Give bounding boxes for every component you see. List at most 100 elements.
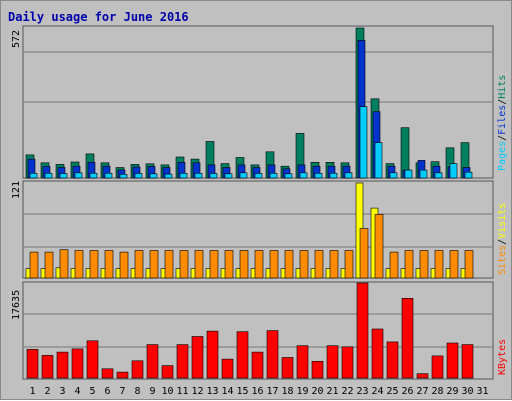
- bar-pages: [464, 171, 473, 179]
- bar-pages: [119, 174, 128, 179]
- bar-pages: [209, 173, 218, 179]
- bar-pages: [449, 163, 458, 179]
- bar-kbytes: [146, 344, 159, 379]
- bar-kbytes: [101, 368, 114, 379]
- bar-sites: [284, 250, 294, 279]
- bar-pages: [314, 173, 323, 179]
- x-tick-label: 31: [476, 386, 488, 397]
- bar-kbytes: [401, 297, 414, 379]
- bar-pages: [149, 173, 158, 179]
- y-max-label-visits: 121: [11, 181, 22, 199]
- x-tick-label: 27: [416, 386, 428, 397]
- bar-sites: [449, 250, 459, 279]
- bar-sites: [209, 250, 219, 279]
- bar-sites: [419, 250, 429, 279]
- bar-kbytes: [341, 346, 354, 379]
- x-tick-label: 14: [221, 386, 233, 397]
- panel-kbytes: 17635: [11, 281, 494, 380]
- legend-pages: Pages: [497, 141, 508, 171]
- bar-sites: [269, 250, 279, 279]
- x-tick-label: 10: [161, 386, 173, 397]
- x-tick-label: 25: [386, 386, 398, 397]
- bar-sites: [44, 251, 54, 279]
- bar-sites: [164, 250, 174, 279]
- bar-pages: [164, 173, 173, 179]
- panel-visits: 121: [11, 180, 494, 279]
- bar-pages: [434, 172, 443, 179]
- x-tick-label: 24: [371, 386, 383, 397]
- bar-pages: [389, 172, 398, 179]
- bar-sites: [89, 250, 99, 279]
- x-tick-label: 12: [191, 386, 203, 397]
- bar-kbytes: [116, 371, 129, 379]
- x-tick-label: 29: [446, 386, 458, 397]
- bar-pages: [89, 173, 98, 179]
- x-tick-label: 26: [401, 386, 413, 397]
- bar-kbytes: [356, 282, 369, 379]
- bar-kbytes: [296, 345, 309, 379]
- panel-hits: 572: [11, 25, 494, 179]
- x-tick-label: 21: [326, 386, 338, 397]
- bar-pages: [419, 169, 428, 179]
- bar-kbytes: [26, 349, 39, 379]
- x-tick-label: 18: [281, 386, 293, 397]
- bar-sites: [299, 250, 309, 279]
- x-tick-label: 9: [149, 386, 155, 397]
- legend-hits: Hits: [497, 75, 508, 99]
- x-tick-label: 17: [266, 386, 278, 397]
- x-tick-label: 23: [356, 386, 368, 397]
- bar-pages: [179, 173, 188, 179]
- bar-pages: [344, 172, 353, 179]
- x-tick-label: 4: [74, 386, 80, 397]
- legend-files: Files: [497, 105, 508, 135]
- x-tick-label: 6: [104, 386, 110, 397]
- x-tick-label: 2: [44, 386, 50, 397]
- bar-pages: [299, 172, 308, 179]
- bar-pages: [29, 173, 38, 179]
- bar-sites: [119, 251, 129, 279]
- bar-pages: [194, 173, 203, 179]
- x-tick-label: 13: [206, 386, 218, 397]
- x-tick-label: 8: [134, 386, 140, 397]
- bar-sites: [179, 250, 189, 279]
- bar-kbytes: [416, 373, 429, 379]
- bar-pages: [284, 173, 293, 179]
- bar-pages: [134, 173, 143, 179]
- legend-visits: Visits: [497, 203, 508, 239]
- bar-sites: [464, 250, 474, 279]
- bar-pages: [254, 173, 263, 179]
- bar-kbytes: [161, 365, 174, 379]
- bar-kbytes: [221, 358, 234, 379]
- legend-sep: /: [497, 239, 508, 245]
- legend-kbytes: KBytes: [497, 339, 508, 375]
- bar-sites: [59, 249, 69, 279]
- bar-sites: [389, 251, 399, 279]
- x-tick-label: 22: [341, 386, 353, 397]
- bar-sites: [134, 250, 144, 279]
- bar-kbytes: [386, 341, 399, 379]
- x-tick-label: 3: [59, 386, 65, 397]
- bar-kbytes: [86, 340, 99, 379]
- bar-kbytes: [251, 351, 264, 379]
- bar-kbytes: [461, 344, 474, 379]
- bar-sites: [29, 251, 39, 279]
- bar-sites: [254, 250, 264, 279]
- legend-sep: /: [497, 99, 508, 105]
- bars-visits: [25, 182, 474, 279]
- bar-pages: [329, 173, 338, 179]
- bar-pages: [404, 169, 413, 179]
- bar-kbytes: [41, 355, 54, 379]
- x-tick-label: 19: [296, 386, 308, 397]
- chart-title: Daily usage for June 2016: [8, 10, 189, 24]
- legend-sep: /: [497, 135, 508, 141]
- x-tick-label: 1: [29, 386, 35, 397]
- bar-kbytes: [206, 330, 219, 379]
- bar-pages: [359, 106, 368, 179]
- bar-kbytes: [311, 360, 324, 379]
- x-tick-label: 7: [119, 386, 125, 397]
- bar-sites: [149, 250, 159, 279]
- bar-kbytes: [236, 331, 249, 379]
- bar-kbytes: [281, 357, 294, 379]
- bar-sites: [374, 214, 384, 279]
